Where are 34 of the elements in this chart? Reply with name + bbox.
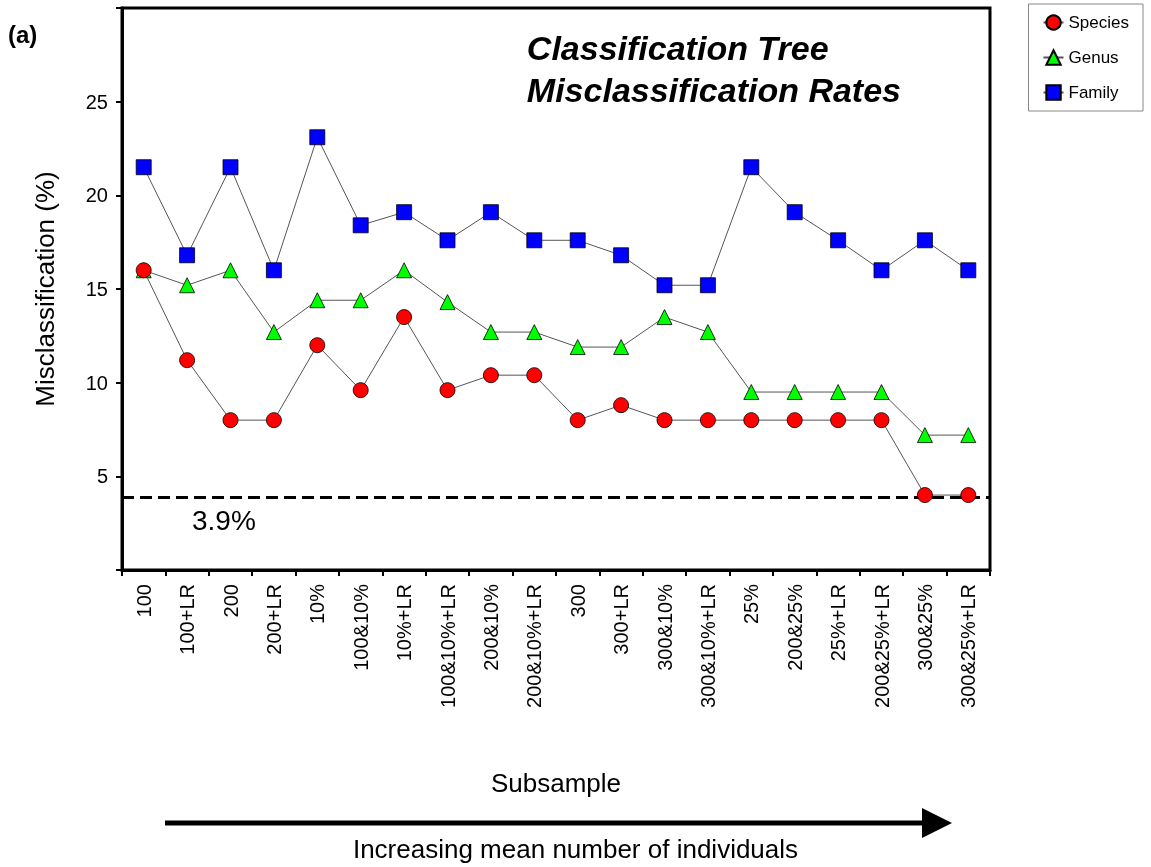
legend-label: Species bbox=[1068, 13, 1129, 32]
x-axis-title: Subsample bbox=[490, 768, 622, 798]
x-tick-label: 200&10% bbox=[479, 583, 502, 671]
x-tick-label: 300+LR bbox=[610, 584, 633, 655]
x-tick-label: 10% bbox=[306, 583, 329, 625]
x-tick-label: 100&10% bbox=[349, 583, 372, 671]
x-tick-label: 200 bbox=[219, 584, 242, 618]
x-tick-label: 200&25%+LR bbox=[870, 584, 893, 708]
legend-label: Family bbox=[1068, 83, 1120, 102]
text: Increasing mean number of individuals bbox=[352, 834, 799, 864]
text: (a) bbox=[8, 20, 38, 48]
x-tick-label: 300&25% bbox=[913, 583, 936, 671]
x-tick-label: 10%+LR bbox=[393, 584, 416, 662]
legend-label: Genus bbox=[1068, 48, 1119, 67]
y-tick-label: 10 bbox=[85, 371, 108, 394]
x-tick-label: 100+LR bbox=[176, 584, 199, 655]
ref-line-label: 3.9% bbox=[192, 505, 256, 537]
x-tick-label: 100 bbox=[132, 584, 155, 618]
text: Classification Tree Misclassification Rates bbox=[526, 29, 902, 109]
x-tick-label: 100&10%+LR bbox=[436, 584, 459, 708]
x-tick-label: 200&25% bbox=[783, 583, 806, 671]
x-tick-label: 300&10%+LR bbox=[696, 584, 719, 708]
x-tick-label: 300&10% bbox=[653, 583, 676, 671]
x-tick-label: 25% bbox=[740, 583, 763, 625]
y-tick-label: 15 bbox=[85, 278, 108, 300]
x-tick-label: 200+LR bbox=[262, 584, 285, 655]
x-tick-label: 25%+LR bbox=[827, 584, 850, 662]
y-tick-label: 5 bbox=[96, 465, 108, 488]
y-tick-label: 25 bbox=[85, 90, 108, 113]
x-tick-label: 200&10%+LR bbox=[523, 584, 546, 708]
y-tick-label: 20 bbox=[85, 184, 108, 207]
y-axis-title: Misclassification (%) bbox=[30, 171, 60, 407]
x-tick-label: 300&25%+LR bbox=[957, 584, 980, 708]
x-tick-label: 300 bbox=[566, 584, 589, 618]
